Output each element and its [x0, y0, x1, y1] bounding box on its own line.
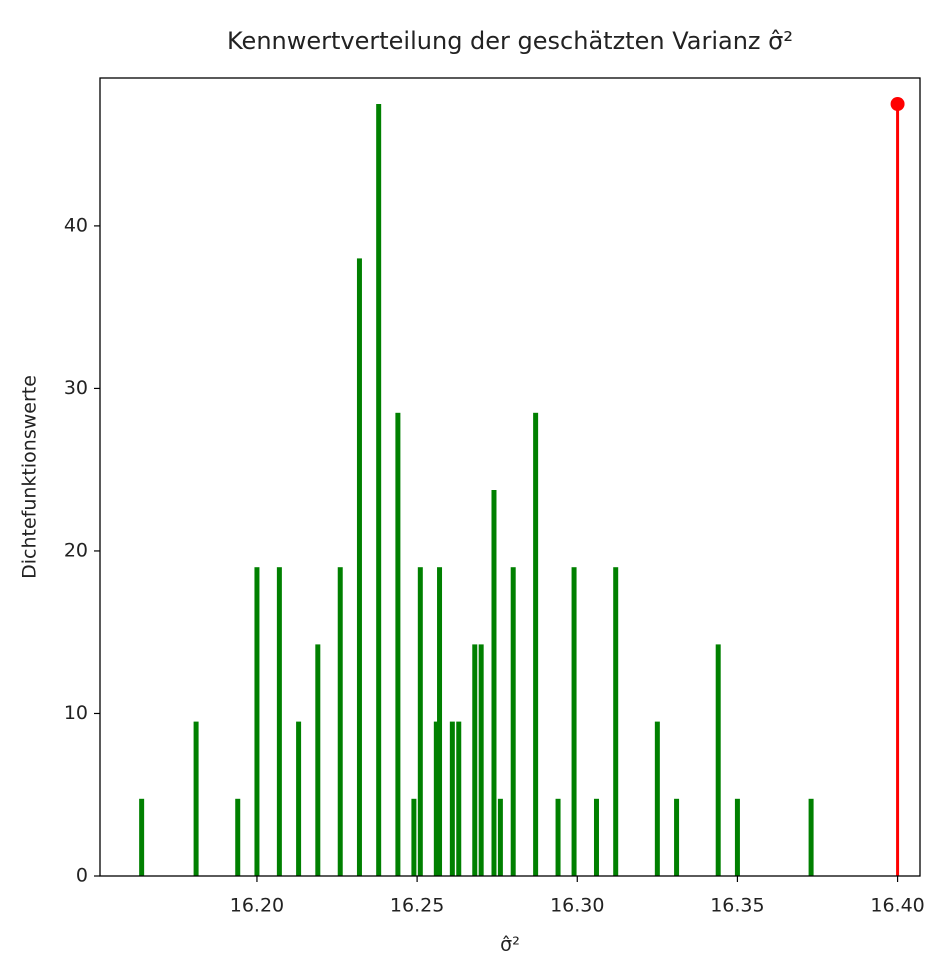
plot-frame — [99, 77, 921, 877]
chart-title: Kennwertverteilung der geschätzten Varia… — [227, 27, 793, 55]
reference-marker — [890, 97, 905, 112]
y-tick-label: 20 — [64, 539, 88, 561]
y-tick-label: 40 — [64, 214, 88, 236]
bar — [449, 721, 455, 876]
bar — [437, 567, 443, 876]
bar — [734, 798, 740, 876]
y-tick-label: 0 — [76, 865, 88, 887]
bar — [456, 721, 462, 876]
bar — [654, 721, 660, 876]
bar — [235, 798, 241, 876]
bar — [276, 567, 282, 876]
bar — [571, 567, 577, 876]
bar — [497, 798, 503, 876]
bar — [491, 490, 497, 876]
bar — [417, 567, 423, 876]
bar — [139, 798, 145, 876]
bar — [356, 258, 362, 876]
bar — [593, 798, 599, 876]
bar — [510, 567, 516, 876]
x-axis-label: σ̂² — [500, 934, 520, 956]
x-tick-label: 16.30 — [550, 895, 604, 917]
bar — [376, 104, 382, 876]
bar — [411, 798, 417, 876]
bar — [254, 567, 260, 876]
bar — [472, 644, 478, 876]
bar — [674, 798, 680, 876]
bar — [337, 567, 343, 876]
bar — [555, 798, 561, 876]
bar — [296, 721, 302, 876]
bar — [715, 644, 721, 876]
bar — [315, 644, 321, 876]
bar — [395, 412, 401, 876]
bar — [433, 721, 439, 876]
y-axis-label: Dichtefunktionswerte — [19, 375, 41, 579]
x-tick-label: 16.35 — [710, 895, 764, 917]
bar — [808, 798, 814, 876]
bar — [478, 644, 484, 876]
bar — [193, 721, 199, 876]
x-tick-label: 16.20 — [230, 895, 284, 917]
x-tick-label: 16.25 — [390, 895, 444, 917]
bar — [533, 412, 539, 876]
bar — [613, 567, 619, 876]
x-tick-label: 16.40 — [870, 895, 924, 917]
y-tick-label: 30 — [64, 377, 88, 399]
y-tick-label: 10 — [64, 702, 88, 724]
